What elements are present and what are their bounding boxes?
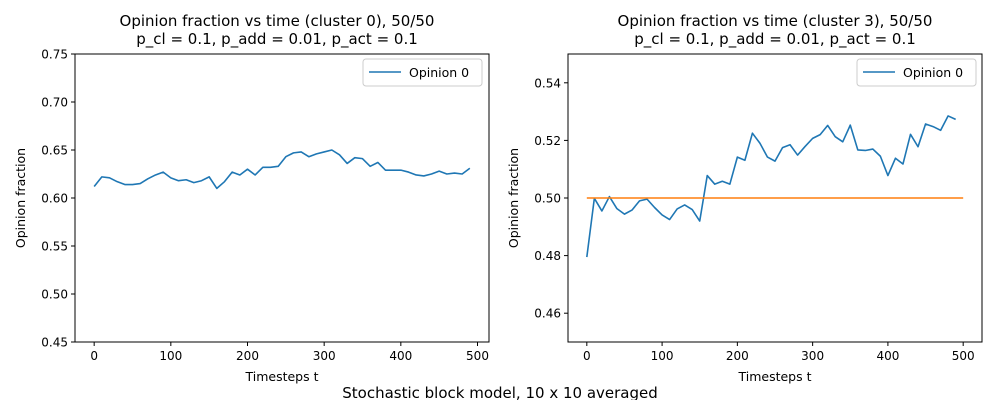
x-tick-label: 500 [466, 349, 489, 363]
series-line-opinion-0 [93, 149, 471, 190]
chart-panel-cluster-3: Opinion fraction vs time (cluster 3), 50… [506, 12, 983, 384]
y-tick-label: 0.65 [41, 144, 68, 158]
legend: Opinion 0 [856, 58, 977, 87]
chart-title-line2: p_cl = 0.1, p_add = 0.01, p_act = 0.1 [634, 30, 916, 49]
legend-label-opinion-0: Opinion 0 [409, 65, 469, 80]
y-axis-ticks: 0.46 0.48 0.50 0.52 0.54 [534, 76, 568, 321]
y-tick-label: 0.60 [41, 192, 68, 206]
y-tick-label: 0.75 [41, 48, 68, 62]
x-tick-label: 100 [651, 349, 674, 363]
y-tick-label: 0.70 [41, 96, 68, 110]
chart-panel-cluster-0: Opinion fraction vs time (cluster 0), 50… [13, 12, 490, 384]
y-tick-label: 0.48 [534, 249, 561, 263]
legend-label-opinion-0: Opinion 0 [903, 65, 963, 80]
x-axis-ticks: 0 100 200 300 400 500 [90, 342, 489, 363]
y-axis-label: Opinion fraction [13, 148, 28, 248]
chart-title-line1: Opinion fraction vs time (cluster 3), 50… [618, 12, 933, 30]
x-tick-label: 0 [90, 349, 98, 363]
x-axis-label: Timesteps t [244, 369, 318, 384]
x-tick-label: 200 [236, 349, 259, 363]
x-tick-label: 300 [313, 349, 336, 363]
chart-title-line2: p_cl = 0.1, p_add = 0.01, p_act = 0.1 [136, 30, 418, 49]
series-lines [586, 115, 964, 258]
y-tick-label: 0.50 [41, 288, 68, 302]
figure-suptitle: Stochastic block model, 10 x 10 averaged [342, 384, 658, 400]
y-axis-ticks: 0.45 0.50 0.55 0.60 0.65 0.70 0.75 [41, 48, 75, 350]
y-tick-label: 0.50 [534, 192, 561, 206]
series-line-opinion-0 [586, 115, 956, 258]
y-tick-label: 0.55 [41, 240, 68, 254]
legend-box [856, 58, 977, 87]
series-lines [93, 149, 471, 190]
x-axis-ticks: 0 100 200 300 400 500 [583, 342, 975, 363]
x-tick-label: 200 [726, 349, 749, 363]
y-tick-label: 0.45 [41, 336, 68, 350]
plot-area [74, 53, 490, 343]
chart-title-line1: Opinion fraction vs time (cluster 0), 50… [120, 12, 435, 30]
x-tick-label: 300 [801, 349, 824, 363]
y-tick-label: 0.46 [534, 307, 561, 321]
x-tick-label: 500 [952, 349, 975, 363]
y-axis-label: Opinion fraction [506, 148, 521, 248]
legend-box [362, 58, 483, 87]
y-tick-label: 0.52 [534, 134, 561, 148]
x-tick-label: 400 [876, 349, 899, 363]
x-tick-label: 0 [583, 349, 591, 363]
x-tick-label: 400 [389, 349, 412, 363]
x-tick-label: 100 [159, 349, 182, 363]
y-tick-label: 0.54 [534, 76, 561, 90]
x-axis-label: Timesteps t [737, 369, 811, 384]
legend: Opinion 0 [362, 58, 483, 87]
